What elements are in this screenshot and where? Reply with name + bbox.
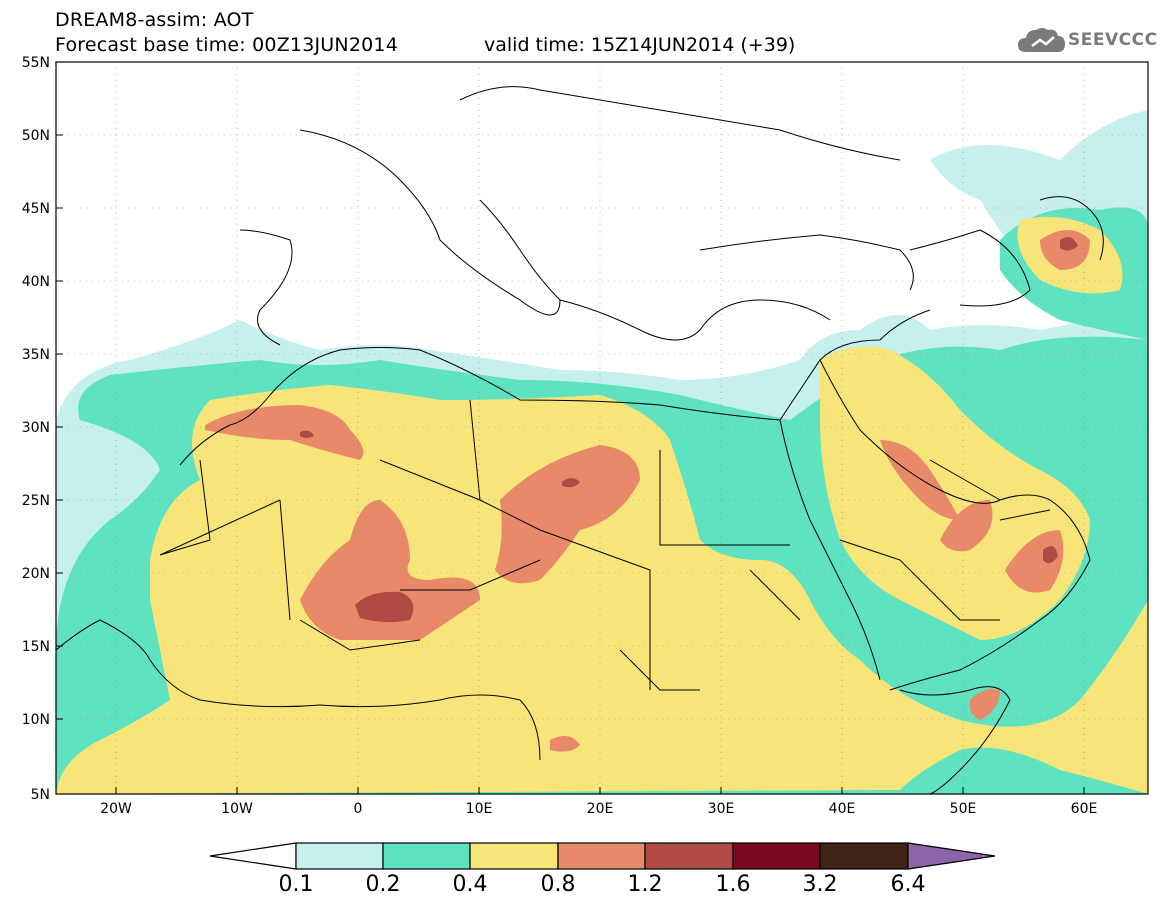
coastlines [56,86,1104,794]
colorbar-bin [557,842,646,870]
colorbar-bin [382,842,471,870]
aot-field [56,110,1148,794]
colorbar-bin [819,842,909,870]
colorbar-label: 0.4 [453,872,488,897]
lon-label: 60E [1071,801,1098,817]
colorbar-high-arrow [907,842,996,870]
aot-level-1.2-aral [1060,237,1078,251]
colorbar-label: 1.2 [628,872,663,897]
lat-label: 45N [22,201,50,217]
lat-label: 5N [31,787,50,803]
aot-level-0.8-gulf [940,500,993,552]
colorbar-label: 1.6 [716,872,751,897]
colorbar-bin [469,842,559,870]
aot-level-0.8-oman [1005,530,1064,593]
longitude-labels: 20W 10W 0 10E 20E 30E 40E 50E 60E [100,801,1097,817]
lon-label: 10W [221,801,253,817]
axis-ticks [56,61,1085,795]
valid-time: valid time: 15Z14JUN2014 (+39) [484,34,796,56]
lon-label: 40E [829,801,856,817]
lon-label: 50E [950,801,977,817]
chart-title: DREAM8-assim: AOT [55,9,254,31]
seevccc-logo [1018,24,1158,58]
aot-level-1.2-oman [1043,546,1058,564]
aot-level-1.2-libya [562,478,580,488]
lat-label: 25N [22,493,50,509]
lat-label: 10N [22,712,50,728]
aot-level-0.8-libya [495,445,640,584]
aot-level-0.8-somalia [969,688,1000,720]
lat-label: 20N [22,566,50,582]
aot-level-0.4 [56,385,1148,794]
colorbar-low-arrow [209,842,297,870]
graticule [56,62,1148,794]
forecast-base-time: Forecast base time: 00Z13JUN2014 [55,34,398,56]
lon-label: 20W [100,801,132,817]
map-frame [55,61,1149,795]
lon-label: 0 [354,801,363,817]
colorbar-label: 0.2 [366,872,401,897]
cloud-icon [1018,28,1065,52]
lat-label: 40N [22,274,50,290]
lon-label: 30E [708,801,735,817]
colorbar-label: 0.1 [279,872,314,897]
colorbar-label: 3.2 [803,872,838,897]
lon-label: 20E [587,801,614,817]
colorbar-bin [732,842,821,870]
aot-level-0.8-sahara [300,500,480,640]
colorbar-bin [644,842,734,870]
colorbar-bin [295,842,384,870]
aot-level-1.2-morocco [300,430,314,438]
lon-label: 10E [466,801,493,817]
colorbar-label: 0.8 [541,872,576,897]
latitude-labels: 55N 50N 45N 40N 35N 30N 25N 20N 15N 10N … [22,55,50,803]
logo-text: SEEVCCC [1068,30,1158,50]
colorbar-label: 6.4 [891,872,926,897]
lat-label: 50N [22,128,50,144]
aot-level-0.8-iraq [880,440,960,520]
lat-label: 15N [22,639,50,655]
aot-level-1.2-niger [355,591,414,623]
lat-label: 55N [22,55,50,71]
aot-level-0.8-car [550,736,580,752]
lat-label: 35N [22,347,50,363]
lat-label: 30N [22,420,50,436]
